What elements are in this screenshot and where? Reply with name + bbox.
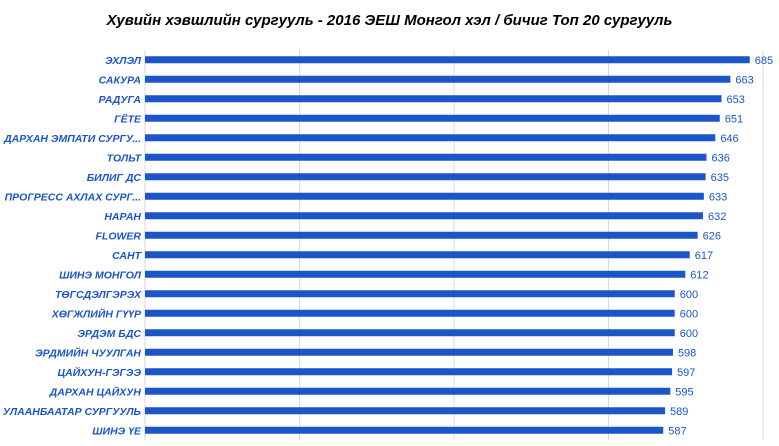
category-label: ЦАЙХУН-ГЭГЭЭ — [57, 366, 141, 379]
category-label: ЭРДЭМ БДС — [77, 328, 141, 340]
value-label: 612 — [690, 269, 708, 281]
category-label: ПРОГРЕСС АХЛАХ СУРГ... — [5, 191, 141, 203]
category-label: ЭХЛЭЛ — [105, 55, 142, 67]
category-label: ЭРДМИЙН ЧУУЛГАН — [35, 346, 141, 359]
bar — [145, 329, 675, 337]
category-label: FLOWER — [96, 230, 142, 242]
bar — [145, 231, 698, 239]
value-label: 587 — [668, 425, 686, 437]
value-label: 600 — [680, 328, 698, 340]
value-label: 633 — [709, 191, 727, 203]
value-label: 685 — [755, 55, 773, 67]
bar — [145, 251, 690, 259]
bar — [145, 368, 673, 376]
category-label: ТОЛЬТ — [107, 152, 143, 164]
bar — [145, 212, 703, 220]
category-label: САНТ — [112, 250, 142, 262]
category-label: ДАРХАН ЭМПАТИ СУРГУ... — [3, 133, 141, 145]
value-label: 632 — [708, 211, 726, 223]
category-label: ДАРХАН ЦАЙХУН — [49, 385, 142, 398]
value-label: 595 — [675, 386, 693, 398]
bar — [145, 426, 664, 434]
bar — [145, 309, 675, 317]
bars — [145, 56, 750, 434]
chart-title: Хувийн хэвшлийн сургууль - 2016 ЭЕШ Монг… — [106, 12, 673, 29]
value-label: 653 — [727, 94, 745, 106]
category-label: ШИНЭ ҮЕ — [92, 425, 142, 437]
category-label: ГЁТЕ — [114, 112, 142, 125]
bar — [145, 56, 750, 64]
category-labels: ЭХЛЭЛ САКУРА РАДУГА ГЁТЕ ДАРХАН ЭМПАТИ СУРГУ… — [3, 55, 143, 438]
bar — [145, 192, 704, 200]
bar — [145, 134, 716, 142]
bar — [145, 75, 731, 83]
category-label: САКУРА — [99, 74, 141, 86]
value-label: 600 — [680, 308, 698, 320]
bar — [145, 407, 666, 415]
bar — [145, 290, 675, 298]
category-label: УЛААНБААТАР СУРГУУЛЬ — [3, 406, 142, 418]
bar — [145, 348, 673, 356]
value-label: 646 — [720, 133, 738, 145]
bar — [145, 270, 686, 278]
bar — [145, 95, 722, 103]
value-label: 597 — [677, 367, 695, 379]
category-label: ШИНЭ МОНГОЛ — [59, 269, 142, 281]
bar — [145, 387, 671, 395]
category-label: ХӨГЖЛИЙН ГҮҮР — [51, 307, 142, 320]
value-label: 663 — [735, 74, 753, 86]
bar — [145, 153, 707, 161]
value-label: 617 — [695, 250, 713, 262]
value-label: 636 — [711, 152, 729, 164]
value-label: 651 — [725, 113, 743, 125]
category-label: РАДУГА — [98, 94, 141, 106]
category-label: НАРАН — [104, 211, 141, 223]
value-label: 600 — [680, 289, 698, 301]
value-label: 589 — [670, 406, 688, 418]
bar — [145, 114, 720, 122]
category-label: БИЛИГ ДС — [87, 172, 142, 184]
category-label: ТӨГСДЭЛГЭРЭХ — [55, 289, 142, 301]
grid-lines — [144, 50, 764, 440]
value-label: 598 — [678, 347, 696, 359]
value-label: 635 — [711, 172, 729, 184]
bar — [145, 173, 706, 181]
value-label: 626 — [703, 230, 721, 242]
